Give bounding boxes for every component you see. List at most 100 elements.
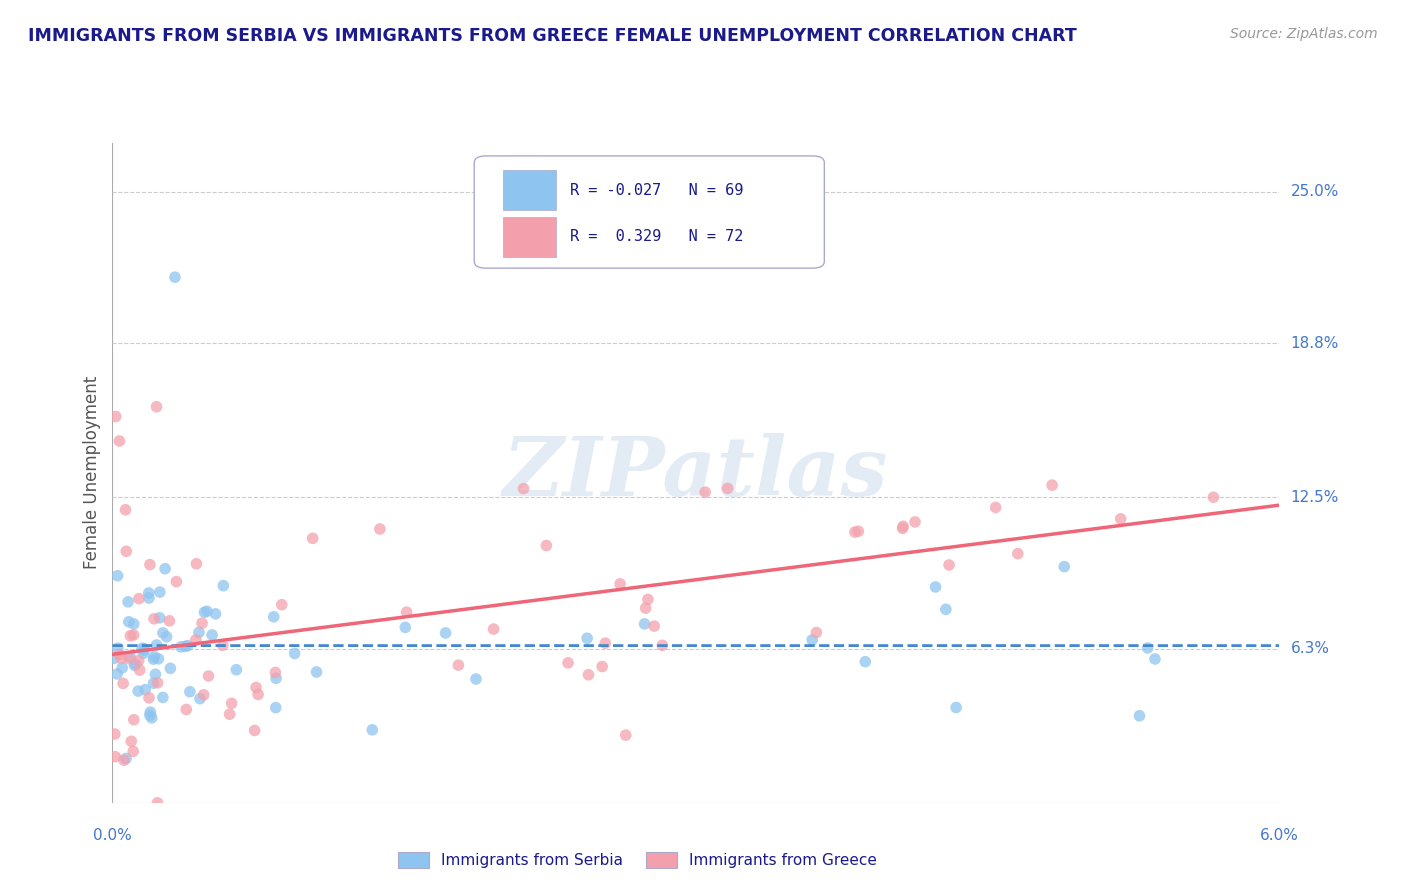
Legend: Immigrants from Serbia, Immigrants from Greece: Immigrants from Serbia, Immigrants from …	[392, 847, 883, 874]
Point	[153, 562, 176, 576]
Point	[1136, 640, 1159, 655]
Text: 0.0%: 0.0%	[93, 828, 132, 843]
Point	[104, 749, 127, 764]
Point	[146, 796, 169, 810]
Point	[132, 646, 155, 660]
Point	[103, 651, 125, 665]
Point	[139, 705, 162, 719]
Point	[651, 638, 673, 652]
Point	[193, 688, 215, 702]
Point	[152, 690, 174, 705]
Point	[245, 681, 267, 695]
Point	[112, 676, 135, 690]
Point	[145, 667, 167, 681]
Point	[143, 612, 166, 626]
Point	[465, 672, 488, 686]
Point	[134, 682, 156, 697]
Point	[134, 643, 156, 657]
Point	[609, 577, 631, 591]
Text: IMMIGRANTS FROM SERBIA VS IMMIGRANTS FROM GREECE FEMALE UNEMPLOYMENT CORRELATION: IMMIGRANTS FROM SERBIA VS IMMIGRANTS FRO…	[28, 27, 1077, 45]
Point	[152, 626, 174, 640]
Point	[221, 696, 243, 710]
Text: 12.5%: 12.5%	[1291, 490, 1339, 505]
Point	[891, 521, 914, 535]
Point	[284, 647, 307, 661]
Point	[270, 598, 292, 612]
Point	[146, 675, 169, 690]
Text: 25.0%: 25.0%	[1291, 184, 1339, 199]
Point	[361, 723, 384, 737]
Point	[145, 638, 167, 652]
FancyBboxPatch shape	[503, 217, 555, 257]
Point	[395, 605, 418, 619]
Point	[853, 655, 876, 669]
Point	[165, 574, 187, 589]
Point	[139, 558, 162, 572]
Point	[924, 580, 946, 594]
Point	[105, 667, 128, 681]
Point	[143, 649, 166, 664]
Point	[124, 657, 146, 672]
Point	[107, 568, 129, 582]
Point	[110, 651, 132, 665]
Point	[243, 723, 266, 738]
Point	[104, 727, 127, 741]
Point	[634, 601, 657, 615]
Point	[447, 658, 470, 673]
Point	[149, 585, 172, 599]
Point	[114, 502, 136, 516]
Point	[141, 711, 163, 725]
Point	[159, 661, 181, 675]
Point	[576, 632, 599, 646]
Point	[163, 270, 186, 285]
Point	[117, 595, 139, 609]
Point	[138, 591, 160, 605]
Point	[1143, 652, 1166, 666]
Point	[211, 638, 233, 652]
Point	[482, 622, 505, 636]
Point	[434, 626, 457, 640]
Point	[174, 702, 197, 716]
Point	[149, 611, 172, 625]
Point	[115, 751, 138, 765]
Point	[1128, 708, 1150, 723]
Point	[368, 522, 391, 536]
Point	[717, 481, 740, 495]
Text: R =  0.329   N = 72: R = 0.329 N = 72	[569, 229, 744, 244]
Text: 18.8%: 18.8%	[1291, 335, 1339, 351]
Point	[247, 688, 270, 702]
Point	[145, 400, 167, 414]
Text: R = -0.027   N = 69: R = -0.027 N = 69	[569, 183, 744, 198]
Point	[1202, 490, 1225, 504]
Point	[891, 519, 914, 533]
Point	[184, 632, 207, 647]
Point	[127, 684, 149, 698]
Point	[120, 629, 142, 643]
Point	[111, 661, 134, 675]
Point	[108, 434, 131, 448]
Point	[264, 671, 287, 685]
Point	[945, 700, 967, 714]
Point	[122, 617, 145, 632]
Text: 6.0%: 6.0%	[1260, 828, 1299, 843]
Point	[806, 625, 828, 640]
Point	[108, 648, 131, 662]
Point	[801, 632, 824, 647]
Point	[201, 628, 224, 642]
Point	[193, 605, 215, 619]
Point	[394, 620, 416, 634]
Point	[122, 628, 145, 642]
Point	[935, 602, 957, 616]
Point	[128, 654, 150, 668]
Point	[118, 615, 141, 629]
Point	[1053, 559, 1076, 574]
Point	[132, 641, 155, 656]
Point	[188, 625, 211, 640]
FancyBboxPatch shape	[503, 170, 555, 210]
Point	[1040, 478, 1063, 492]
Point	[142, 652, 165, 666]
Point	[844, 525, 866, 540]
Point	[177, 639, 200, 653]
Text: 6.3%: 6.3%	[1291, 641, 1330, 657]
Point	[174, 640, 197, 654]
